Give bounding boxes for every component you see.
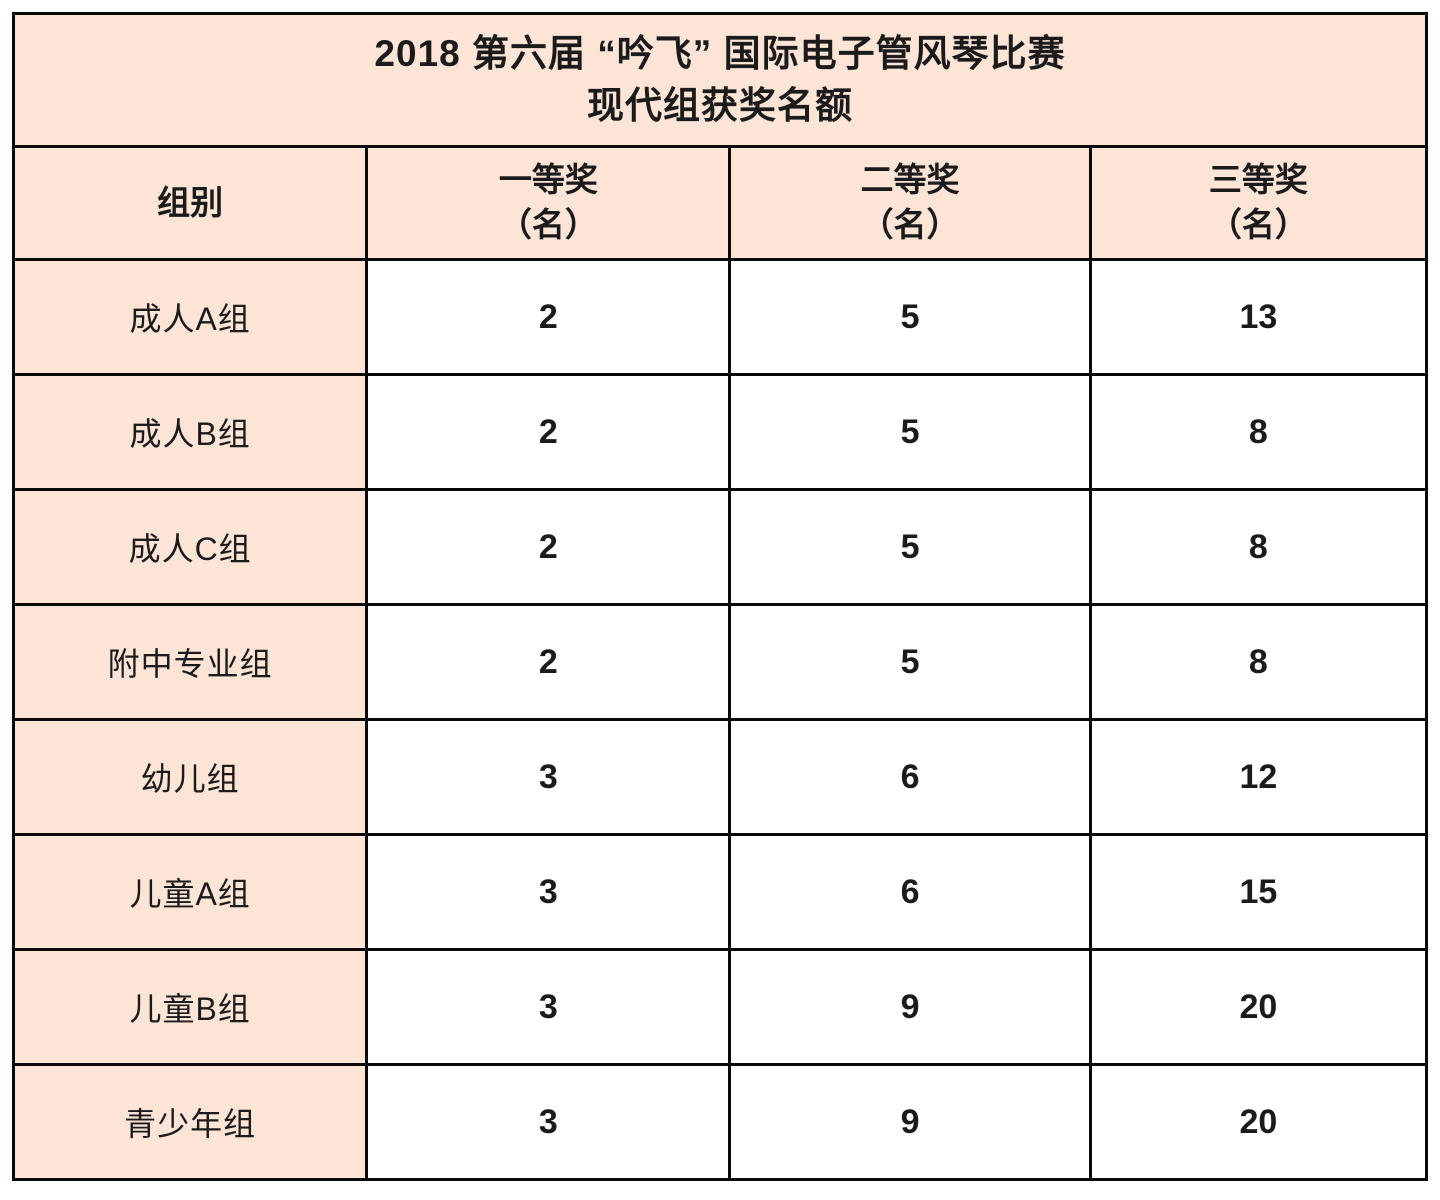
table-row: 成人A组 2 5 13 (11, 258, 1429, 376)
group-cell: 儿童A组 (11, 833, 369, 951)
second-prize-cell: 6 (728, 718, 1092, 836)
third-prize-cell: 20 (1088, 948, 1429, 1066)
col-header-second-prize-unit: （名） (860, 206, 960, 243)
group-cell: 成人C组 (11, 488, 369, 606)
second-prize-cell: 5 (728, 603, 1092, 721)
col-header-third-prize-label: 三等奖 (1208, 161, 1308, 199)
group-cell: 成人B组 (11, 373, 369, 491)
group-cell: 幼儿组 (11, 718, 369, 836)
title-line-2: 现代组获奖名额 (587, 85, 853, 126)
third-prize-cell: 8 (1088, 373, 1429, 491)
group-cell: 青少年组 (11, 1063, 369, 1181)
third-prize-cell: 8 (1088, 603, 1429, 721)
col-header-third-prize: 三等奖 （名） (1088, 145, 1429, 261)
table-row: 成人C组 2 5 8 (11, 488, 1429, 606)
col-header-second-prize-label: 二等奖 (860, 161, 960, 199)
table-row: 儿童A组 3 6 15 (11, 833, 1429, 951)
group-cell: 附中专业组 (11, 603, 369, 721)
first-prize-cell: 2 (365, 603, 732, 721)
title-line-1: 2018 第六届 “吟飞” 国际电子管风琴比赛 (374, 33, 1066, 75)
header-row: 组别 一等奖 （名） 二等奖 （名） 三等奖 （名） (11, 145, 1429, 261)
second-prize-cell: 6 (728, 833, 1092, 951)
third-prize-cell: 12 (1088, 718, 1429, 836)
third-prize-cell: 8 (1088, 488, 1429, 606)
col-header-first-prize-label: 一等奖 (498, 161, 598, 199)
first-prize-cell: 2 (365, 258, 732, 376)
group-cell: 儿童B组 (11, 948, 369, 1066)
col-header-first-prize: 一等奖 （名） (365, 145, 732, 261)
third-prize-cell: 15 (1088, 833, 1429, 951)
table-title: 2018 第六届 “吟飞” 国际电子管风琴比赛 现代组获奖名额 (12, 12, 1428, 148)
table-row: 儿童B组 3 9 20 (11, 948, 1429, 1066)
second-prize-cell: 5 (728, 373, 1092, 491)
second-prize-cell: 9 (728, 948, 1092, 1066)
col-header-first-prize-unit: （名） (498, 206, 598, 243)
table-row: 青少年组 3 9 20 (11, 1063, 1429, 1181)
table-row: 成人B组 2 5 8 (11, 373, 1429, 491)
col-header-group: 组别 (11, 145, 369, 261)
col-header-second-prize: 二等奖 （名） (728, 145, 1092, 261)
table-row: 附中专业组 2 5 8 (11, 603, 1429, 721)
col-header-group-label: 组别 (157, 183, 224, 221)
first-prize-cell: 3 (365, 718, 732, 836)
second-prize-cell: 5 (728, 258, 1092, 376)
third-prize-cell: 13 (1088, 258, 1429, 376)
group-cell: 成人A组 (11, 258, 369, 376)
first-prize-cell: 3 (365, 833, 732, 951)
first-prize-cell: 3 (365, 1063, 732, 1181)
col-header-third-prize-unit: （名） (1208, 206, 1308, 243)
title-row: 2018 第六届 “吟飞” 国际电子管风琴比赛 现代组获奖名额 (12, 12, 1428, 148)
first-prize-cell: 2 (365, 488, 732, 606)
table-row: 幼儿组 3 6 12 (11, 718, 1429, 836)
second-prize-cell: 5 (728, 488, 1092, 606)
third-prize-cell: 20 (1088, 1063, 1429, 1181)
award-quota-table: 2018 第六届 “吟飞” 国际电子管风琴比赛 现代组获奖名额 组别 一等奖 （… (11, 12, 1429, 1181)
first-prize-cell: 2 (365, 373, 732, 491)
first-prize-cell: 3 (365, 948, 732, 1066)
second-prize-cell: 9 (728, 1063, 1092, 1181)
